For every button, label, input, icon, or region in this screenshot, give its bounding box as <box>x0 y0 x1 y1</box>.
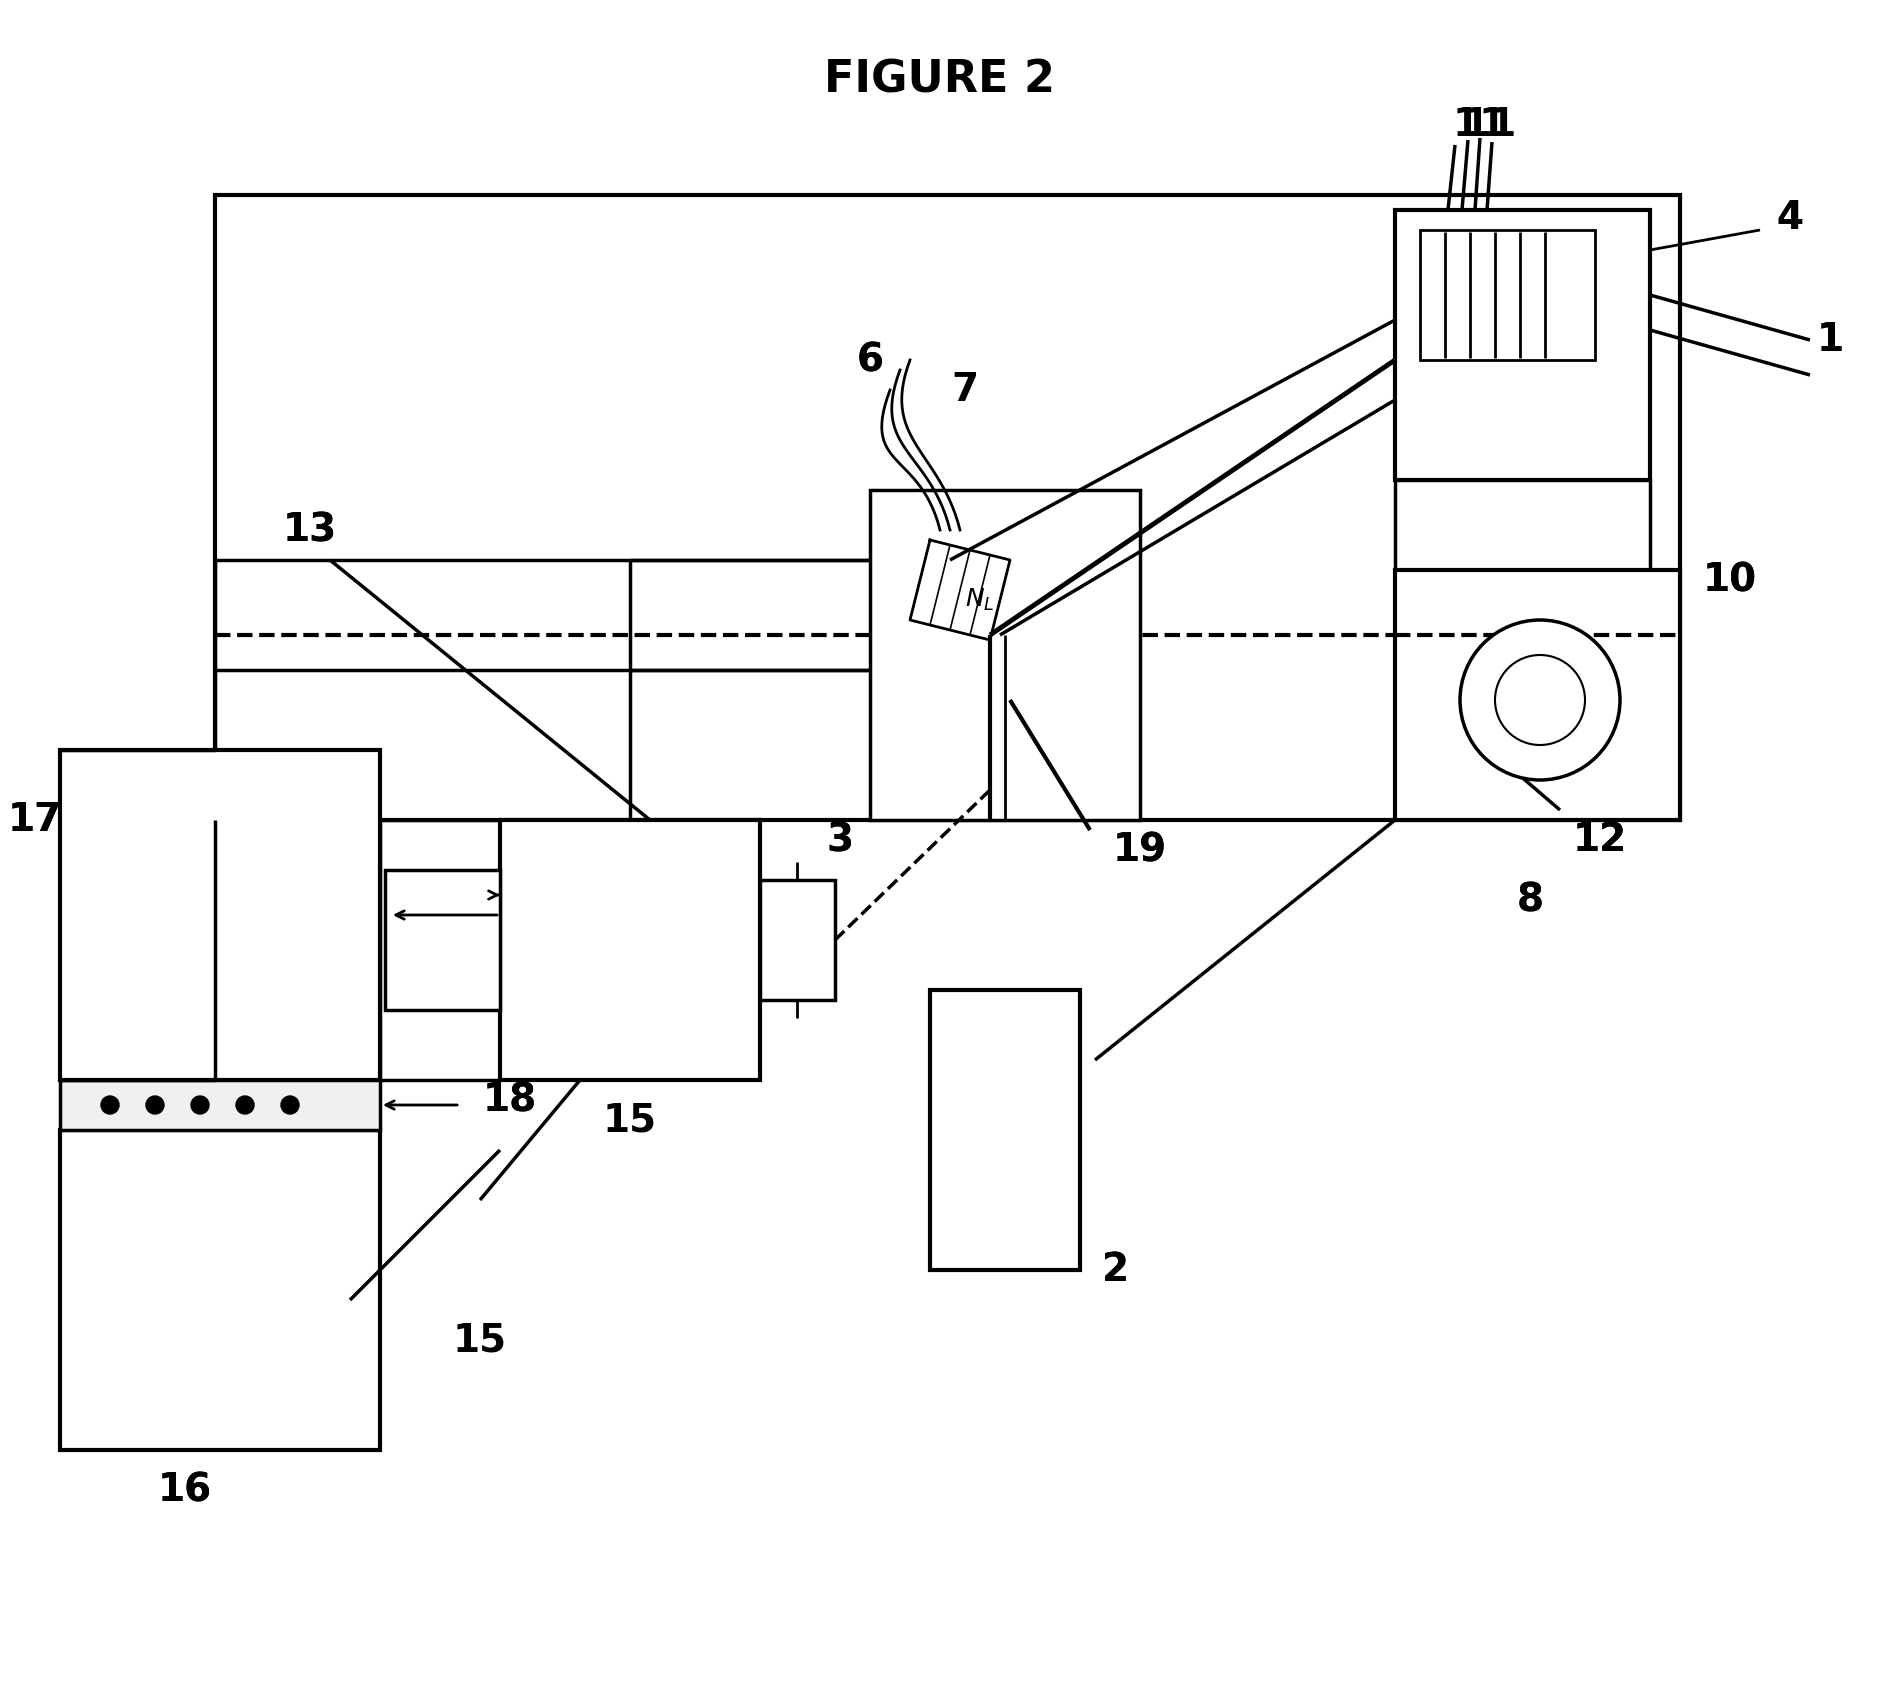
Text: 13: 13 <box>282 511 337 548</box>
Text: 11: 11 <box>1453 106 1508 145</box>
Text: 17: 17 <box>8 800 62 840</box>
Text: 1: 1 <box>1816 320 1844 359</box>
Text: 15: 15 <box>603 1102 658 1139</box>
Bar <box>760 880 835 1000</box>
Circle shape <box>147 1097 164 1114</box>
Text: 15: 15 <box>453 1322 508 1359</box>
Text: 12: 12 <box>1574 821 1626 858</box>
Text: 2: 2 <box>1102 1252 1128 1289</box>
Text: 4: 4 <box>1777 199 1803 237</box>
Text: 13: 13 <box>282 511 337 548</box>
Text: 11: 11 <box>1463 106 1517 145</box>
Text: 3: 3 <box>827 821 854 858</box>
Text: 18: 18 <box>483 1081 538 1119</box>
Bar <box>1419 230 1594 359</box>
Text: 2: 2 <box>1102 1252 1128 1289</box>
Text: $N_L$: $N_L$ <box>964 588 995 613</box>
Bar <box>1395 571 1681 821</box>
Bar <box>385 870 500 1010</box>
Bar <box>60 1080 380 1131</box>
Text: FIGURE 2: FIGURE 2 <box>825 58 1055 102</box>
Bar <box>60 1131 380 1449</box>
Circle shape <box>102 1097 118 1114</box>
Text: 4: 4 <box>1777 199 1803 237</box>
Text: 3: 3 <box>827 821 854 858</box>
Text: 17: 17 <box>8 800 62 840</box>
Text: 10: 10 <box>1703 560 1758 599</box>
Text: 16: 16 <box>158 1471 212 1509</box>
Bar <box>60 749 380 1080</box>
Text: 18: 18 <box>483 1081 538 1119</box>
Text: 19: 19 <box>1113 831 1167 869</box>
Text: 1: 1 <box>1816 320 1844 359</box>
Circle shape <box>1495 656 1585 744</box>
Text: 6: 6 <box>857 341 884 380</box>
Text: 12: 12 <box>1574 821 1626 858</box>
Circle shape <box>1461 620 1621 780</box>
Bar <box>870 490 1139 821</box>
Circle shape <box>192 1097 209 1114</box>
Bar <box>1395 209 1651 480</box>
Text: 7: 7 <box>951 371 979 409</box>
Text: 16: 16 <box>158 1471 212 1509</box>
Bar <box>214 196 1681 821</box>
Circle shape <box>237 1097 254 1114</box>
Circle shape <box>280 1097 299 1114</box>
Bar <box>1395 480 1651 571</box>
Bar <box>931 989 1079 1270</box>
Text: 6: 6 <box>857 341 884 380</box>
Text: 10: 10 <box>1703 560 1758 599</box>
Bar <box>500 821 760 1080</box>
Text: 8: 8 <box>1517 880 1543 920</box>
Text: 19: 19 <box>1113 831 1167 869</box>
Text: 8: 8 <box>1517 880 1543 920</box>
